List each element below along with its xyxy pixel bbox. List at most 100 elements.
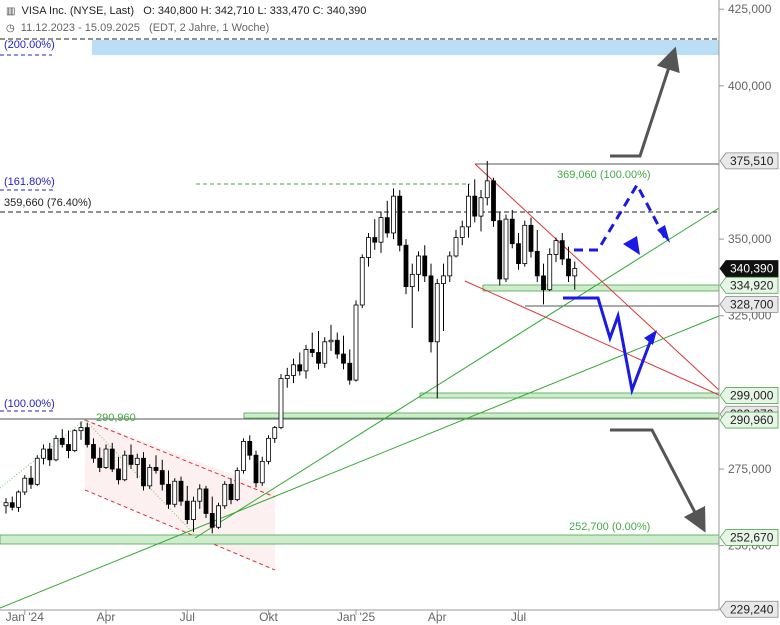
candle (341, 335, 346, 370)
candle-body (78, 427, 84, 432)
candle (359, 254, 365, 309)
candle-body (466, 195, 471, 228)
candle-body (278, 378, 284, 429)
candle (547, 248, 553, 292)
candle (491, 177, 496, 227)
bear-scenario (563, 296, 654, 396)
candle (441, 263, 446, 332)
candle (109, 442, 115, 473)
candle (34, 455, 40, 486)
candle (566, 246, 571, 283)
candle (228, 478, 234, 505)
candle (272, 426, 278, 443)
channel-bottom (84, 489, 276, 571)
candle-body (241, 441, 246, 471)
candle-body (391, 195, 396, 234)
candle (478, 190, 484, 232)
candle (203, 485, 209, 519)
candle (397, 190, 403, 252)
candle (141, 452, 146, 491)
price-tag: 334,920 (719, 276, 779, 294)
bull-arrowhead-1 (623, 236, 640, 255)
price-tag-label: 328,700 (730, 297, 774, 311)
candle (466, 183, 471, 238)
candle (459, 220, 465, 246)
candle (572, 261, 578, 290)
candle (3, 498, 9, 514)
candle-body (453, 237, 459, 257)
x-tick-label: Okt (259, 610, 278, 624)
candle (541, 263, 546, 305)
price-tag-box (719, 600, 779, 618)
low-marker-label: 290,960 (96, 412, 136, 424)
candle-body (347, 362, 353, 381)
fib-100-label: (100.00%) (4, 398, 55, 410)
candle (222, 481, 228, 509)
candle (84, 423, 90, 448)
x-tick-label: Apr (97, 610, 116, 624)
candle-body (403, 244, 409, 288)
candle (22, 475, 28, 496)
candle (528, 217, 534, 258)
bull-scenario-dashed (574, 181, 668, 252)
candle (153, 455, 159, 474)
candle (391, 188, 396, 240)
candle (166, 470, 171, 509)
candle (259, 456, 265, 486)
candle-body (166, 483, 171, 505)
candle-body (47, 448, 53, 461)
price-tag-label: 290,960 (730, 413, 774, 427)
candle-body (72, 430, 78, 452)
candle-body (559, 240, 565, 260)
candle (116, 456, 121, 485)
candle (184, 485, 190, 525)
candle-body (103, 448, 109, 468)
candle (91, 438, 96, 463)
y-tick-label: 350,000 (728, 232, 772, 246)
zone-334 (482, 284, 720, 292)
candle-body (259, 460, 265, 484)
date-range: 11.12.2023 - 15.09.2025 (20, 22, 140, 34)
candle-body (109, 448, 115, 470)
candles-layer (3, 160, 578, 534)
candle-body (547, 254, 553, 291)
candle-body (216, 505, 221, 528)
candle (434, 278, 440, 399)
grey-down-arrow (610, 428, 706, 533)
candle (409, 263, 415, 328)
candle-body (334, 339, 340, 355)
candle (247, 435, 253, 460)
candle (41, 444, 46, 465)
price-tag: 290,960 (719, 411, 779, 429)
candle-body (253, 454, 259, 484)
y-tick-label: 425,000 (728, 2, 772, 16)
candle-body (428, 275, 434, 343)
target-zone-200 (92, 40, 719, 55)
candle-body (397, 195, 403, 246)
candle (28, 465, 34, 489)
candle-body (416, 255, 421, 275)
candle-body (134, 457, 140, 465)
candle-body (191, 500, 196, 520)
price-tag-label: 229,240 (730, 602, 774, 616)
zone-299 (419, 392, 720, 399)
candle-body (141, 457, 146, 487)
price-tag-box (719, 152, 779, 170)
candle-body (359, 257, 365, 306)
candle (416, 251, 421, 292)
candle-body (353, 304, 359, 381)
candle-body (153, 467, 159, 471)
candle-body (422, 255, 428, 277)
candle (159, 459, 165, 491)
candle-body (366, 237, 371, 258)
candle-body (534, 250, 540, 277)
candle-body (322, 341, 328, 364)
price-tag-label: 252,670 (730, 530, 774, 544)
candle-body (16, 491, 21, 508)
price-tag-box (719, 529, 779, 546)
bear-arrowhead (644, 330, 657, 345)
candle-body (553, 240, 559, 255)
candle-body (178, 480, 184, 502)
candle (66, 430, 71, 459)
